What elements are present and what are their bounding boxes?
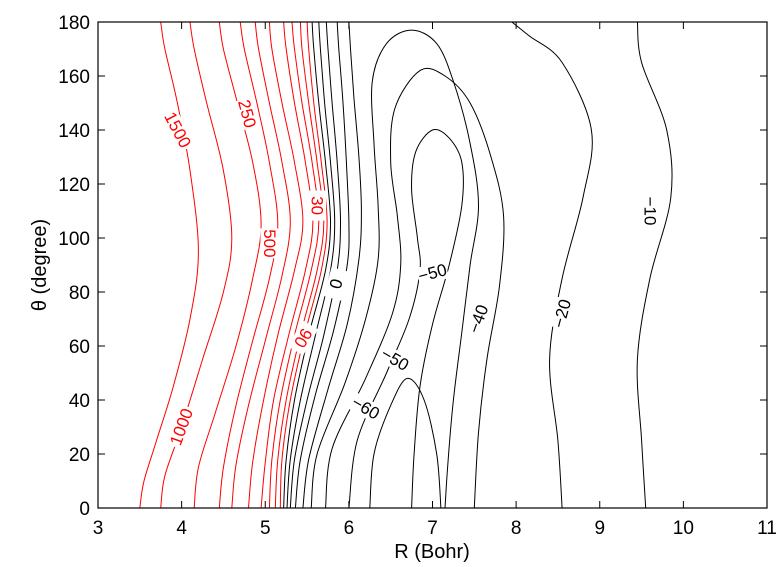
contour-label-bg-5 [165,404,198,450]
contour-line-18 [369,377,442,508]
x-tick-label-4: 7 [427,518,438,539]
contour-label-10: −60 [348,393,382,424]
contour-label-bg-8 [464,301,493,337]
contour-line-11 [286,22,336,508]
contour-line-8 [274,22,325,508]
contour-line-19 [511,22,593,508]
y-axis-title: θ (degree) [29,219,51,311]
contour-label-7: −50 [416,260,449,286]
y-tick-label-3: 60 [69,337,90,358]
x-tick-label-3: 6 [344,518,355,539]
contour-label-9: −50 [378,344,412,375]
y-tick-label-4: 80 [69,283,90,304]
y-tick-label-7: 140 [58,121,90,142]
contour-label-bg-7 [415,260,450,286]
x-tick-label-1: 4 [176,518,187,539]
contour-line-13 [294,22,350,508]
contour-label-1: 250 [234,98,260,130]
contour-line-10 [283,22,332,508]
contour-line-0 [139,22,199,508]
contour-line-12 [289,22,342,508]
contour-label-bg-1 [234,96,260,131]
contour-label-11: −20 [549,297,575,330]
contour-label-bg-11 [549,296,575,331]
x-tick-label-5: 8 [511,518,522,539]
contour-label-bg-9 [377,344,413,375]
contour-label-bg-3 [308,190,327,221]
contour-label-bg-6 [323,267,349,301]
contour-label-0: 1500 [160,109,195,151]
contour-label-3: 30 [308,196,327,215]
contour-label-bg-0 [159,107,196,153]
contour-line-16 [325,67,505,508]
contour-line-15 [310,29,480,508]
y-tick-label-9: 180 [58,13,90,34]
contour-label-bg-12 [640,196,659,226]
contour-label-8: −40 [465,302,493,336]
contour-line-7 [268,22,320,508]
x-tick-label-8: 11 [757,518,777,539]
x-tick-label-6: 9 [594,518,605,539]
contour-label-12: −10 [640,197,659,226]
contour-line-14 [302,22,362,508]
contour-line-3 [218,22,279,508]
x-tick-label-7: 10 [673,518,694,539]
contour-label-bg-10 [348,392,384,424]
contour-label-2: 500 [260,229,279,257]
contour-line-2 [193,22,262,508]
contour-line-9 [279,22,328,508]
contour-line-5 [248,22,304,508]
y-tick-label-0: 0 [79,499,90,520]
contour-line-6 [260,22,314,508]
contour-line-17 [348,128,464,508]
x-tick-label-0: 3 [93,518,104,539]
contour-lines [139,22,673,508]
axis-ticks: 3 4 5 6 7 8 9 10 11 0 20 40 60 80 100 120 140 160 180 [58,13,777,539]
y-tick-label-6: 120 [58,175,90,196]
y-tick-label-2: 40 [69,391,90,412]
contour-line-1 [160,22,233,508]
contour-label-bg-4 [287,320,319,356]
x-axis-title: R (Bohr) [394,541,470,563]
contour-label-5: 1000 [166,406,197,448]
contour-line-20 [636,22,673,508]
contour-line-4 [231,22,291,508]
y-tick-label-8: 160 [58,67,90,88]
y-tick-label-5: 100 [58,229,90,250]
contour-label-bg-2 [260,228,279,259]
y-tick-label-1: 20 [69,445,90,466]
x-tick-label-2: 5 [260,518,271,539]
